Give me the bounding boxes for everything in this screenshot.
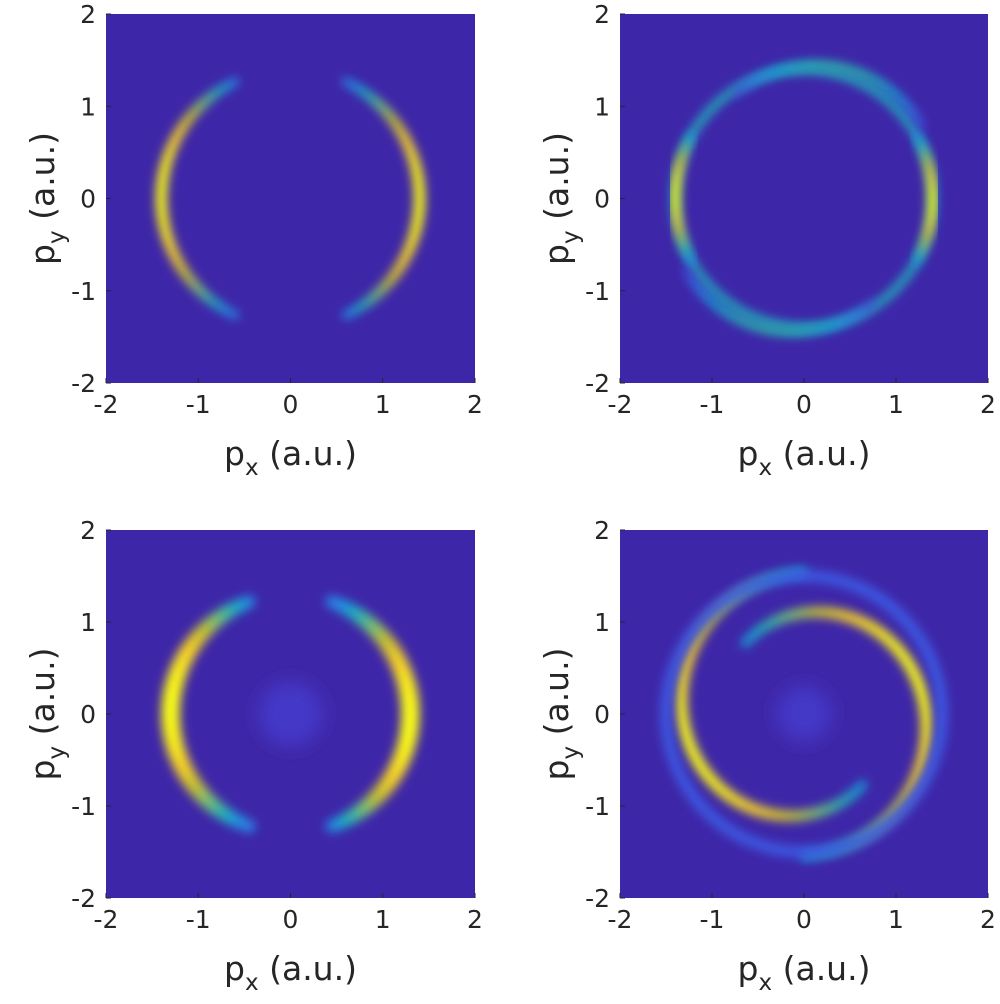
y-tick-label: 1 — [80, 92, 96, 121]
plot-area — [620, 14, 988, 383]
feature-ring — [660, 570, 948, 858]
y-tick-label: 2 — [594, 516, 610, 545]
plot-area — [106, 14, 475, 383]
feature-arc — [732, 60, 926, 130]
y-tick-label: 1 — [594, 92, 610, 121]
x-tick-label: -2 — [608, 390, 633, 419]
y-axis-label: py (a.u.) — [23, 132, 70, 265]
y-tick-label: -1 — [585, 277, 610, 306]
panel-bottom-right: -2 -1 0 1 2 -2 -1 0 1 2 px (a.u.) py (a.u.) — [537, 516, 996, 996]
x-tick-label: 2 — [980, 390, 996, 419]
feature-arc — [341, 77, 426, 320]
y-tick-label: 2 — [80, 516, 96, 545]
y-tick-label: -2 — [71, 884, 96, 913]
y-tick-label: -1 — [585, 792, 610, 821]
y-tick-label: 0 — [594, 700, 610, 729]
x-tick-label: -2 — [608, 905, 633, 934]
y-axis-label: py (a.u.) — [537, 648, 584, 781]
y-tick-label: -1 — [71, 792, 96, 821]
x-tick-label: 1 — [888, 390, 904, 419]
x-axis-label: px (a.u.) — [224, 434, 357, 481]
panel-bottom-left: -2 -1 0 1 2 -2 -1 0 1 2 px (a.u.) py (a.u.) — [23, 516, 483, 996]
y-tick-label: 2 — [594, 0, 610, 29]
feature-blob — [258, 681, 323, 747]
x-tick-label: 1 — [888, 905, 904, 934]
feature-arc — [682, 267, 876, 337]
y-tick-label: -2 — [585, 369, 610, 398]
feature-arc — [912, 130, 938, 267]
y-axis-label: py (a.u.) — [537, 132, 584, 265]
x-tick-label: -2 — [94, 905, 119, 934]
x-tick-label: 2 — [467, 905, 483, 934]
x-tick-label: 0 — [796, 905, 812, 934]
y-tick-label: 0 — [594, 185, 610, 214]
panel-top-right: -2 -1 0 1 2 -2 -1 0 1 2 px (a.u.) py (a.u.) — [537, 0, 996, 481]
x-tick-label: 2 — [980, 905, 996, 934]
x-tick-label: 0 — [283, 905, 299, 934]
y-tick-label: 2 — [80, 0, 96, 29]
feature-blob — [776, 686, 832, 742]
x-tick-label: 0 — [283, 390, 299, 419]
x-axis-label: px (a.u.) — [738, 949, 871, 996]
y-tick-label: 1 — [594, 608, 610, 637]
x-tick-label: -1 — [186, 390, 211, 419]
y-tick-label: -2 — [585, 884, 610, 913]
x-tick-label: 0 — [796, 390, 812, 419]
y-tick-label: 0 — [80, 700, 96, 729]
x-tick-label: -2 — [94, 390, 119, 419]
y-tick-label: 1 — [80, 608, 96, 637]
x-axis-label: px (a.u.) — [738, 434, 871, 481]
y-tick-label: -1 — [71, 277, 96, 306]
feature-arc — [325, 595, 420, 833]
y-tick-label: -2 — [71, 369, 96, 398]
x-tick-label: 2 — [467, 390, 483, 419]
feature-spiral — [675, 567, 868, 822]
y-axis-label: py (a.u.) — [23, 648, 70, 781]
x-axis-label: px (a.u.) — [224, 949, 357, 996]
y-tick-label: 0 — [80, 185, 96, 214]
x-tick-label: -1 — [186, 905, 211, 934]
x-tick-label: -1 — [700, 905, 725, 934]
feature-arc — [161, 595, 256, 833]
x-tick-label: -1 — [700, 390, 725, 419]
x-tick-label: 1 — [375, 905, 391, 934]
feature-arc — [670, 130, 696, 267]
x-tick-label: 1 — [375, 390, 391, 419]
feature-arc — [155, 77, 240, 320]
panel-top-left: -2 -1 0 1 2 -2 -1 0 1 2 px (a.u.) py (a.u.) — [23, 0, 483, 481]
